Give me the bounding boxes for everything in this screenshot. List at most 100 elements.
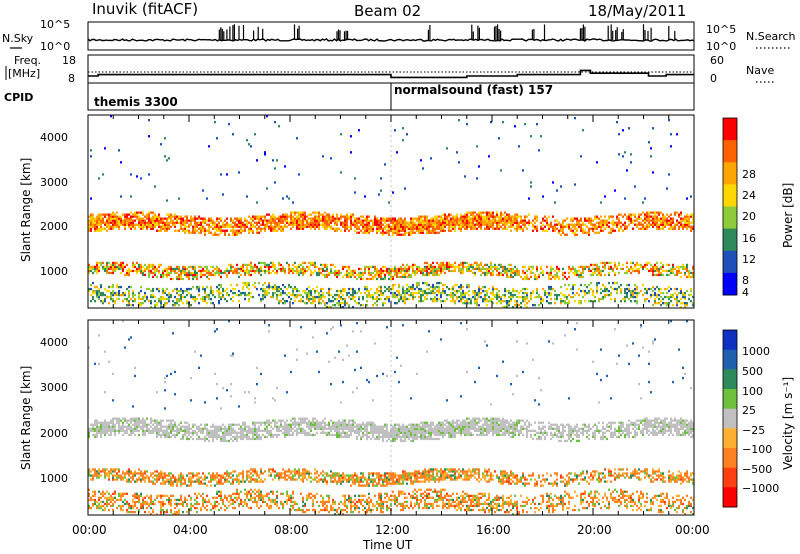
heatmap-cell: [396, 225, 398, 228]
heatmap-cell: [402, 275, 404, 279]
heatmap-cell: [552, 267, 554, 271]
heatmap-cell: [444, 271, 446, 275]
heatmap-cell: [408, 285, 410, 289]
heatmap-cell: [312, 271, 314, 275]
heatmap-cell: [142, 213, 144, 216]
heatmap-cell: [410, 231, 412, 234]
heatmap-cell: [588, 267, 590, 271]
heatmap-cell: [618, 285, 620, 289]
heatmap-cell: [632, 261, 634, 265]
heatmap-cell: [88, 431, 90, 434]
heatmap-cell: [192, 219, 194, 222]
heatmap-cell: [132, 427, 134, 430]
heatmap-cell: [226, 300, 228, 303]
heatmap-cell: [408, 289, 410, 293]
heatmap-cell: [476, 297, 478, 301]
heatmap-cell: [184, 219, 186, 222]
heatmap-cell: [490, 215, 492, 218]
heatmap-cell: [90, 225, 92, 228]
heatmap-cell: [400, 221, 402, 224]
heatmap-cell: [194, 215, 196, 218]
heatmap-cell: [308, 297, 310, 301]
heatmap-cell: [220, 217, 222, 220]
heatmap-cell: [134, 425, 136, 428]
heatmap-cell: [194, 269, 196, 273]
heatmap-cell: [472, 211, 474, 214]
heatmap-cell: [106, 219, 108, 222]
heatmap-cell: [548, 293, 550, 297]
heatmap-cell: [244, 283, 246, 287]
heatmap-cell: [188, 269, 190, 273]
heatmap-cell: [178, 265, 180, 269]
heatmap-cell: [350, 273, 352, 277]
heatmap-cell: [382, 223, 384, 226]
heatmap-cell: [502, 293, 504, 297]
heatmap-cell: [654, 213, 656, 216]
heatmap-cell: [180, 227, 182, 230]
heatmap-cell: [122, 476, 124, 479]
heatmap-cell: [440, 219, 442, 222]
heatmap-cell: [362, 304, 364, 307]
heatmap-cell: [410, 227, 412, 230]
heatmap-cell: [436, 267, 438, 271]
heatmap-cell: [426, 223, 428, 226]
heatmap-cell: [92, 223, 94, 226]
heatmap-cell: [524, 225, 526, 228]
heatmap-cell: [644, 297, 646, 301]
heatmap-cell: [118, 219, 120, 222]
heatmap-cell: [560, 185, 562, 188]
heatmap-cell: [228, 225, 230, 228]
heatmap-cell: [174, 215, 176, 218]
heatmap-cell: [108, 508, 110, 512]
heatmap-cell: [154, 223, 156, 226]
heatmap-cell: [298, 219, 300, 222]
heatmap-cell: [268, 227, 270, 230]
heatmap-cell: [114, 470, 116, 473]
heatmap-cell: [248, 215, 250, 218]
heatmap-cell: [144, 291, 146, 295]
heatmap-cell: [234, 231, 236, 234]
heatmap-cell: [102, 293, 104, 297]
heatmap-cell: [128, 468, 130, 471]
heatmap-cell: [568, 271, 570, 275]
heatmap-cell: [646, 211, 648, 214]
heatmap-cell: [306, 269, 308, 273]
heatmap-cell: [688, 273, 690, 277]
heatmap-cell: [208, 225, 210, 228]
heatmap-cell: [614, 189, 616, 192]
heatmap-cell: [214, 223, 216, 226]
heatmap-cell: [660, 223, 662, 226]
heatmap-cell: [404, 293, 406, 297]
heatmap-cell: [266, 289, 268, 293]
heatmap-cell: [260, 261, 262, 265]
heatmap-cell: [424, 291, 426, 295]
heatmap-cell: [412, 271, 414, 275]
heatmap-cell: [130, 472, 132, 475]
heatmap-cell: [490, 219, 492, 222]
heatmap-cell: [386, 295, 388, 299]
heatmap-cell: [500, 295, 502, 299]
heatmap-cell: [388, 277, 390, 281]
heatmap-cell: [532, 304, 534, 307]
heatmap-cell: [654, 215, 656, 218]
heatmap-cell: [196, 273, 198, 277]
heatmap-cell: [396, 275, 398, 279]
heatmap-cell: [256, 265, 258, 269]
heatmap-cell: [442, 283, 444, 287]
heatmap-cell: [110, 267, 112, 271]
heatmap-cell: [322, 221, 324, 224]
heatmap-cell: [446, 285, 448, 289]
heatmap-cell: [184, 273, 186, 277]
heatmap-cell: [120, 498, 122, 502]
heatmap-cell: [498, 225, 500, 228]
heatmap-cell: [366, 304, 368, 307]
heatmap-cell: [406, 263, 408, 267]
heatmap-cell: [350, 215, 352, 218]
heatmap-cell: [176, 215, 178, 218]
heatmap-cell: [152, 267, 154, 271]
heatmap-cell: [396, 269, 398, 273]
heatmap-cell: [504, 306, 506, 309]
heatmap-cell: [504, 300, 506, 303]
heatmap-cell: [438, 281, 440, 285]
heatmap-cell: [168, 295, 170, 299]
